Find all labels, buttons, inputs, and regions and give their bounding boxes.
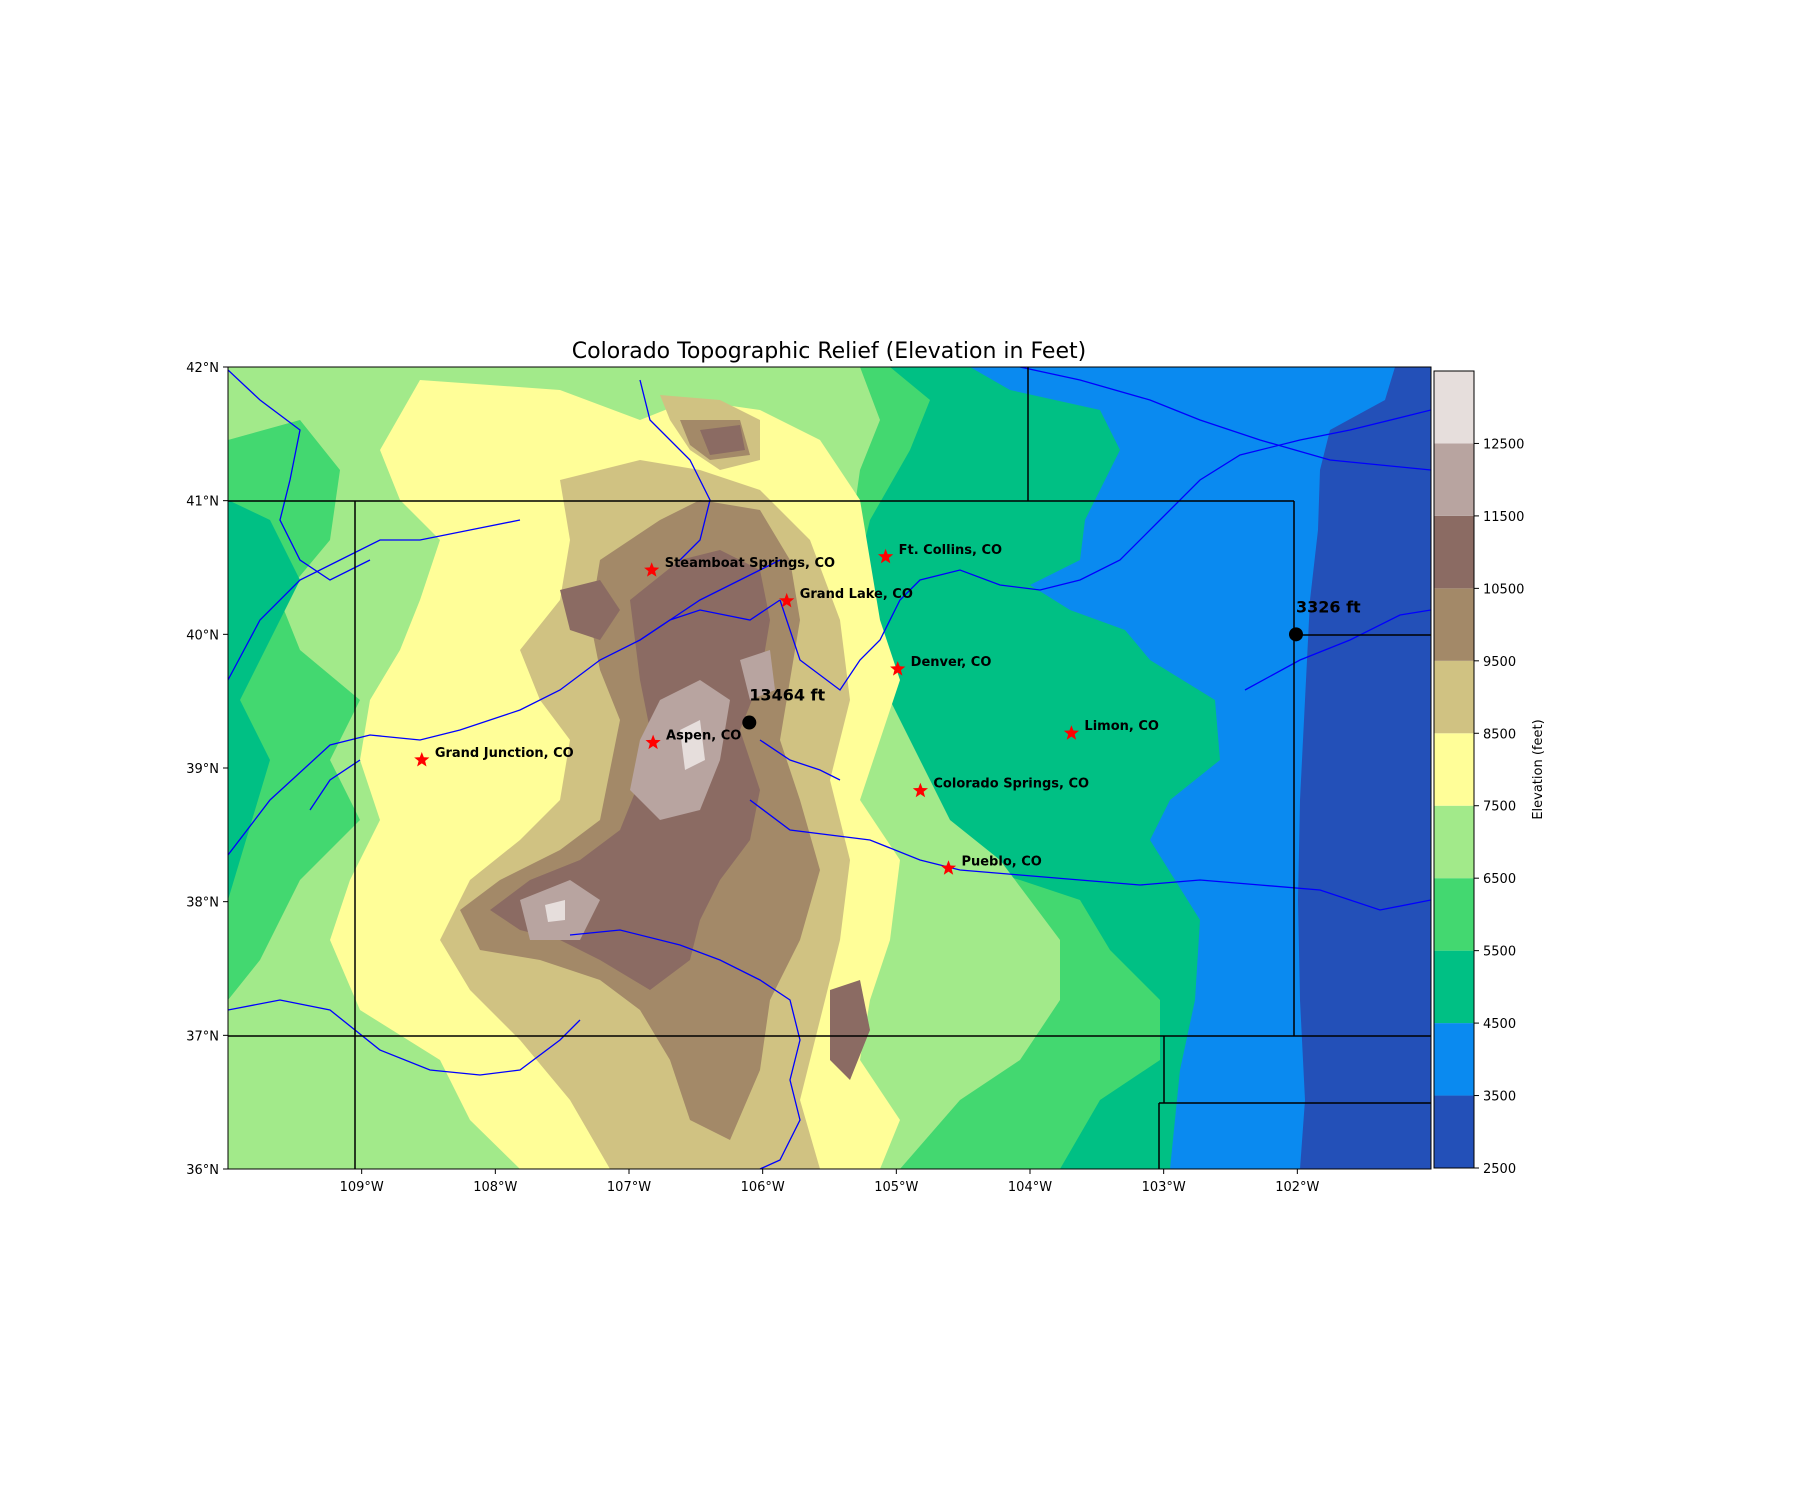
river-arkansas [749,799,1431,911]
lon-tick-label: 103°W [1142,1180,1186,1195]
max-elevation-label: 13464 ft [749,686,825,705]
terrain-band-12500-b [545,900,565,922]
terrain-band-10500-d [700,425,745,455]
river-north-park [639,379,711,561]
lat-tick-label: 37°N [186,1029,219,1044]
map-title: Colorado Topographic Relief (Elevation i… [572,339,1086,364]
river-platte-west [759,739,841,781]
city-star-icon [878,548,894,564]
city-star-icon [779,592,795,608]
colorbar-label: Elevation (feet) [1531,719,1546,819]
city-label: Pueblo, CO [961,854,1041,869]
city-label: Grand Lake, CO [800,587,913,602]
city-label: Aspen, CO [666,729,741,744]
colorbar-tick-label: 8500 [1483,727,1516,742]
lat-tick-label: 40°N [186,628,219,643]
colorbar-tick-label: 9500 [1483,655,1516,670]
city-label: Colorado Springs, CO [933,777,1089,792]
terrain-band-4500-west [228,500,300,900]
river-yampa [228,519,521,681]
city-label: Ft. Collins, CO [899,543,1002,558]
state-borders [228,367,1431,1169]
city-star-icon [1063,725,1079,740]
colorbar-tick-label: 2500 [1483,1162,1516,1177]
lat-tick-label: 38°N [186,896,219,911]
lon-tick-label: 102°W [1275,1180,1319,1195]
river-rio-grande [569,929,801,1169]
colorbar-frame [1433,370,1475,1169]
terrain-band-12500 [680,720,705,770]
city-label: Steamboat Springs, CO [665,556,835,571]
colorbar-swatch [1434,950,1474,1024]
colorbar-swatch [1434,805,1474,879]
min-elevation-point [1288,627,1303,642]
city-star-icon [644,562,660,577]
terrain-band-11500 [630,680,730,820]
lon-tick-label: 105°W [874,1180,918,1195]
river-north-platte [1019,367,1431,471]
colorbar-swatch [1434,878,1474,951]
colorbar-tick-label: 4500 [1483,1017,1516,1032]
max-elevation-point [742,715,757,730]
colorbar-swatch [1434,371,1474,444]
river-san-juan [228,999,581,1076]
colorbar-swatch [1434,443,1474,516]
colorbar-tick-label: 11500 [1483,510,1524,525]
river-green [228,369,371,581]
lon-tick-label: 109°W [340,1180,384,1195]
colorbar-swatch [1434,515,1474,589]
lat-tick-label: 39°N [186,762,219,777]
city-label: Denver, CO [911,655,992,670]
lat-tick-label: 41°N [186,495,219,510]
colorbar-swatch [1434,1095,1474,1168]
terrain-band-10500-b [560,580,620,640]
colorbar-tick-label: 5500 [1483,945,1516,960]
colorbar-swatch [1434,588,1474,661]
city-label: Grand Junction, CO [435,746,574,761]
city-star-icon [890,661,906,676]
lon-tick-label: 108°W [473,1180,517,1195]
colorbar-tick-label: 6500 [1483,872,1516,887]
lon-tick-label: 104°W [1008,1180,1052,1195]
river-gunnison [309,759,361,811]
colorbar-tick-label: 10500 [1483,582,1524,597]
min-elevation-label: 3326 ft [1296,597,1361,616]
colorbar-tick-label: 12500 [1483,437,1524,452]
city-star-icon [645,734,661,750]
city-star-icon [414,752,430,767]
river-kansas [1244,609,1431,691]
city-markers: Steamboat Springs, CO Ft. Collins, CO Gran… [414,543,1159,875]
colorbar: 2500 3500 4500 5500 6500 7500 8500 9500 10500 115… [1433,370,1546,1177]
axis-ticks: 109°W 108°W 107°W 106°W 105°W 104°W 103°W 102°W… [186,361,1319,1195]
terrain-band-10500-c [830,980,870,1080]
city-star-icon [940,860,957,875]
colorbar-swatch [1434,733,1474,806]
lat-tick-label: 42°N [186,361,219,376]
colorbar-tick-label: 7500 [1483,800,1516,815]
city-label: Limon, CO [1084,719,1159,734]
rivers [228,367,1431,1169]
lon-tick-label: 107°W [607,1180,651,1195]
elevation-markers: 13464 ft 3326 ft [742,597,1361,730]
lat-tick-label: 36°N [186,1163,219,1178]
city-star-icon [912,782,928,798]
colorbar-swatch [1434,660,1474,734]
river-colorado [228,599,781,856]
terrain-band-11500-c [740,650,775,700]
river-platte [779,409,1431,691]
colorbar-tick-label: 3500 [1483,1090,1516,1105]
lon-tick-label: 106°W [741,1180,785,1195]
terrain-band-10500 [490,550,770,990]
river-colorado-upper [639,559,781,641]
colorbar-swatch [1434,1023,1474,1096]
terrain-map [228,367,1431,1169]
